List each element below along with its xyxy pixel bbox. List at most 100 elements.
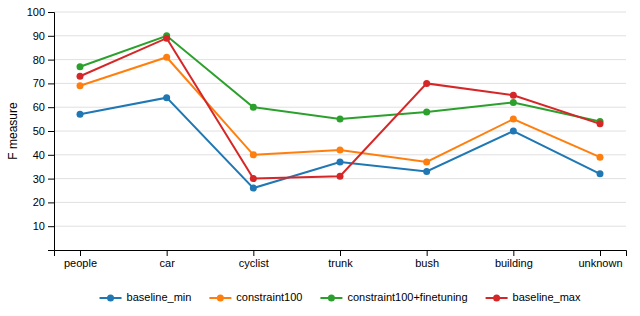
grid-line: [54, 226, 626, 227]
legend: baseline_min constraint100 constraint100+f…: [100, 291, 581, 303]
series-marker: [337, 173, 344, 180]
series: [77, 32, 604, 125]
series-marker: [423, 108, 430, 115]
series-marker: [597, 170, 604, 177]
y-tick-mark: [48, 202, 54, 203]
y-tick-mark: [48, 131, 54, 132]
y-tick: 60: [33, 101, 54, 113]
x-tick: cyclist: [239, 250, 269, 269]
legend-swatch-marker: [217, 295, 224, 302]
grid-line: [54, 12, 626, 13]
grid-line: [54, 35, 626, 36]
legend-label: constraint100+finetuning: [347, 291, 467, 303]
y-tick: 50: [33, 125, 54, 137]
x-tick-mark: [167, 250, 168, 256]
y-tick-mark: [48, 107, 54, 108]
y-tick-mark: [48, 226, 54, 227]
y-tick-label: 10: [33, 220, 45, 232]
series-marker: [250, 175, 257, 182]
y-tick-label: 20: [33, 196, 45, 208]
y-tick: 90: [33, 30, 54, 42]
legend-swatch-marker: [107, 295, 114, 302]
y-tick-label: 70: [33, 77, 45, 89]
series-marker: [423, 168, 430, 175]
x-tick: bush: [415, 250, 439, 269]
y-axis: 10 20 30 40 50 60 70 80 90 100: [27, 6, 55, 250]
series-marker: [77, 111, 84, 118]
legend-swatch-marker: [328, 295, 335, 302]
x-tick-mark: [80, 250, 81, 256]
series-marker: [337, 116, 344, 123]
series-marker: [163, 94, 170, 101]
series: [77, 54, 604, 166]
y-tick-label: 100: [27, 6, 45, 18]
x-tick-label: trunk: [328, 257, 353, 269]
x-tick-label: car: [160, 257, 176, 269]
y-tick: 20: [33, 196, 54, 208]
legend-item: constraint100+finetuning: [320, 291, 467, 303]
y-tick-label: 30: [33, 173, 45, 185]
y-tick-mark: [48, 36, 54, 37]
series-marker: [423, 158, 430, 165]
grid-line: [54, 154, 626, 155]
legend-label: baseline_max: [513, 291, 581, 303]
y-tick: 80: [33, 54, 54, 66]
series-marker: [250, 104, 257, 111]
y-tick-mark: [48, 83, 54, 84]
series-marker: [337, 158, 344, 165]
series-marker: [510, 116, 517, 123]
x-tick: building: [495, 250, 533, 269]
series-line: [80, 38, 600, 178]
series-marker: [77, 73, 84, 80]
series-marker: [510, 92, 517, 99]
y-tick-label: 80: [33, 54, 45, 66]
series-marker: [597, 120, 604, 127]
series-marker: [77, 63, 84, 70]
grid: [54, 12, 626, 226]
x-tick-label: unknown: [578, 257, 622, 269]
series-marker: [250, 185, 257, 192]
legend-item: baseline_max: [486, 291, 581, 303]
x-tick-mark: [253, 250, 254, 256]
legend-item: constraint100: [209, 291, 302, 303]
legend-item: baseline_min: [100, 291, 192, 303]
x-axis-line: [55, 251, 627, 257]
grid-line: [54, 83, 626, 84]
y-axis-title: F measure: [6, 102, 20, 160]
x-axis: people car cyclist trunk bush building unknown: [55, 250, 627, 269]
x-tick-mark: [427, 250, 428, 256]
series-marker: [337, 147, 344, 154]
legend-swatch-marker: [493, 295, 500, 302]
series-marker: [163, 35, 170, 42]
series-line: [80, 98, 600, 188]
y-tick-mark: [48, 12, 54, 13]
marks: [77, 32, 604, 191]
y-tick: 10: [33, 220, 54, 232]
chart: 10 20 30 40 50 60 70 80 90 100 people car cyclist tru…: [0, 0, 640, 316]
series-line: [80, 36, 600, 122]
x-tick: people: [64, 250, 97, 269]
y-tick-label: 40: [33, 149, 45, 161]
x-tick-mark: [600, 250, 601, 256]
grid-line: [54, 59, 626, 60]
series-line: [80, 57, 600, 162]
series-marker: [77, 82, 84, 89]
x-tick-label: cyclist: [239, 257, 269, 269]
series-marker: [250, 151, 257, 158]
x-tick: trunk: [328, 250, 353, 269]
x-tick: car: [160, 250, 176, 269]
y-tick: 100: [27, 6, 54, 18]
x-tick-label: building: [495, 257, 533, 269]
y-tick-label: 60: [33, 101, 45, 113]
series-marker: [597, 154, 604, 161]
y-tick: 30: [33, 173, 54, 185]
grid-line: [54, 202, 626, 203]
y-tick: 70: [33, 77, 54, 89]
legend-label: baseline_min: [127, 291, 192, 303]
x-tick-label: people: [64, 257, 97, 269]
plot: 10 20 30 40 50 60 70 80 90 100 people car cyclist tru…: [27, 6, 627, 269]
y-tick-mark: [48, 155, 54, 156]
series-marker: [510, 99, 517, 106]
series-marker: [163, 54, 170, 61]
y-tick-label: 90: [33, 30, 45, 42]
